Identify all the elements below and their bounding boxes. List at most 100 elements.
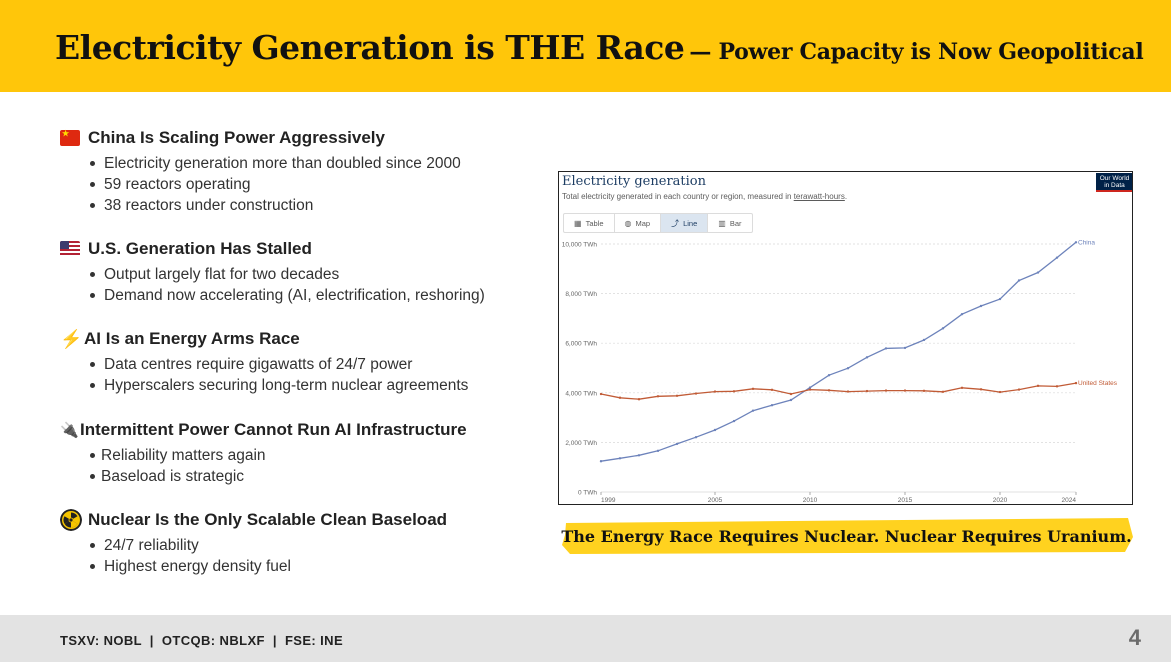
header-bar: Electricity Generation is THE Race — Pow…	[0, 0, 1171, 92]
data-point-united-states	[656, 395, 660, 398]
section-nuclear-bullets: 24/7 reliability Highest energy density …	[60, 535, 530, 577]
data-point-china	[618, 457, 622, 460]
table-icon: ▦	[574, 218, 582, 228]
chart-title: Electricity generation	[562, 174, 706, 189]
x-tick-label: 1999	[601, 497, 616, 504]
y-tick-label: 10,000 TWh	[562, 242, 598, 249]
section-ai-heading: ⚡ AI Is an Energy Arms Race	[60, 328, 530, 350]
bullet-item: Output largely flat for two decades	[60, 264, 530, 285]
data-point-united-states	[922, 389, 926, 393]
data-point-united-states	[903, 389, 907, 392]
x-tick-label: 2005	[708, 497, 723, 504]
data-point-united-states	[1036, 384, 1040, 388]
line-chart-icon: ⤴	[671, 218, 680, 228]
data-point-united-states	[751, 387, 755, 391]
title-subtitle: — Power Capacity is Now Geopolitical	[689, 39, 1144, 65]
page-number: 4	[1128, 625, 1141, 650]
data-point-united-states	[713, 390, 717, 393]
chart-subtitle: Total electricity generated in each coun…	[562, 192, 847, 201]
data-point-china	[656, 449, 660, 453]
footer-tickers: TSXV: NOBL | OTCQB: NBLXF | FSE: INE	[60, 633, 344, 648]
highlight-banner: The Energy Race Requires Nuclear. Nuclea…	[560, 517, 1133, 555]
section-china: China Is Scaling Power Aggressively Elec…	[60, 127, 530, 238]
chart-subtitle-end: .	[844, 192, 848, 201]
data-point-china	[1055, 256, 1059, 259]
tab-line-label: Line	[683, 218, 698, 228]
banner-highlight-shape	[562, 518, 1133, 554]
bullet-item: Highest energy density fuel	[60, 556, 530, 577]
bullet-item: Reliability matters again	[60, 445, 530, 466]
tab-table[interactable]: ▦ Table	[564, 214, 615, 232]
tab-bar[interactable]: ▥ Bar	[708, 214, 751, 232]
x-tick-label: 2010	[803, 497, 818, 504]
our-world-in-data-logo[interactable]: Our World in Data	[1096, 173, 1132, 192]
radioactive-icon	[60, 509, 82, 531]
data-point-united-states	[808, 388, 812, 391]
section-china-title: China Is Scaling Power Aggressively	[88, 128, 385, 147]
electricity-chart-card: Electricity generation Total electricity…	[558, 171, 1133, 505]
section-nuclear-title: Nuclear Is the Only Scalable Clean Basel…	[88, 510, 448, 529]
data-point-united-states	[960, 386, 964, 390]
series-label-united-states: United States	[1078, 380, 1118, 387]
tab-bar-label: Bar	[729, 218, 742, 228]
y-tick-label: 4,000 TWh	[565, 390, 597, 397]
title-main: Electricity Generation is THE Race	[55, 28, 685, 67]
section-china-heading: China Is Scaling Power Aggressively	[60, 127, 530, 149]
globe-icon: ◍	[624, 218, 632, 228]
bullet-item: Electricity generation more than doubled…	[60, 153, 530, 174]
data-point-united-states	[637, 398, 641, 401]
section-us-title: U.S. Generation Has Stalled	[88, 239, 312, 258]
data-point-united-states	[675, 394, 679, 397]
data-point-united-states	[1055, 385, 1059, 388]
data-point-china	[941, 327, 945, 330]
terawatt-hours-link[interactable]: terawatt-hours	[793, 192, 845, 201]
line-chart-plot: 0 TWh 2,000 TWh 4,000 TWh 6,000 TWh 8,000 TW…	[562, 239, 1118, 504]
section-ai: ⚡ AI Is an Energy Arms Race Data centres…	[60, 328, 530, 419]
series-line-united-states	[600, 382, 1077, 400]
slide-title: Electricity Generation is THE Race — Pow…	[55, 28, 1144, 67]
data-point-united-states	[770, 388, 774, 392]
tab-map-label: Map	[635, 218, 651, 228]
section-intermittent-title: Intermittent Power Cannot Run AI Infrast…	[80, 420, 467, 439]
data-point-united-states	[694, 392, 698, 395]
data-point-china	[751, 409, 755, 412]
data-point-china	[789, 398, 793, 402]
tab-line[interactable]: ⤴ Line	[661, 214, 709, 232]
data-point-china	[903, 346, 907, 350]
x-tick-label: 2020	[993, 497, 1008, 504]
data-point-united-states	[827, 389, 831, 392]
section-intermittent-bullets: Reliability matters again Baseload is st…	[60, 445, 530, 487]
section-ai-title: AI Is an Energy Arms Race	[84, 329, 300, 348]
bullet-item: Data centres require gigawatts of 24/7 p…	[60, 354, 530, 375]
x-tick-label: 2015	[898, 497, 913, 504]
data-point-china	[922, 338, 926, 342]
section-nuclear: Nuclear Is the Only Scalable Clean Basel…	[60, 509, 530, 579]
y-tick-label: 8,000 TWh	[565, 291, 597, 298]
data-point-china	[808, 386, 812, 389]
data-point-china	[694, 435, 698, 439]
data-point-china	[637, 454, 641, 457]
bullet-item: Demand now accelerating (AI, electrifica…	[60, 285, 530, 306]
data-point-united-states	[599, 392, 603, 396]
data-point-china	[1036, 271, 1040, 274]
footer-bar: TSXV: NOBL | OTCQB: NBLXF | FSE: INE 4	[0, 615, 1171, 662]
tab-map[interactable]: ◍ Map	[615, 214, 662, 232]
data-point-china	[884, 347, 888, 350]
data-point-china	[599, 460, 603, 463]
electric-plug-icon: 🔌	[60, 422, 79, 439]
y-tick-label: 0 TWh	[578, 490, 597, 497]
tab-table-label: Table	[585, 218, 604, 228]
y-tick-label: 2,000 TWh	[565, 440, 597, 447]
data-point-china	[770, 404, 774, 407]
section-ai-bullets: Data centres require gigawatts of 24/7 p…	[60, 354, 530, 396]
data-point-china	[960, 312, 964, 316]
section-us-heading: U.S. Generation Has Stalled	[60, 238, 530, 260]
chart-view-tabs: ▦ Table ◍ Map ⤴ Line ▥ Bar	[563, 213, 753, 233]
data-point-united-states	[846, 390, 850, 393]
china-flag-icon	[60, 129, 80, 146]
y-tick-label: 6,000 TWh	[565, 341, 597, 348]
lightning-bolt-icon: ⚡	[60, 328, 83, 349]
section-nuclear-heading: Nuclear Is the Only Scalable Clean Basel…	[60, 509, 530, 531]
x-tick-label: 2024	[1062, 497, 1077, 504]
data-point-china	[998, 297, 1002, 301]
